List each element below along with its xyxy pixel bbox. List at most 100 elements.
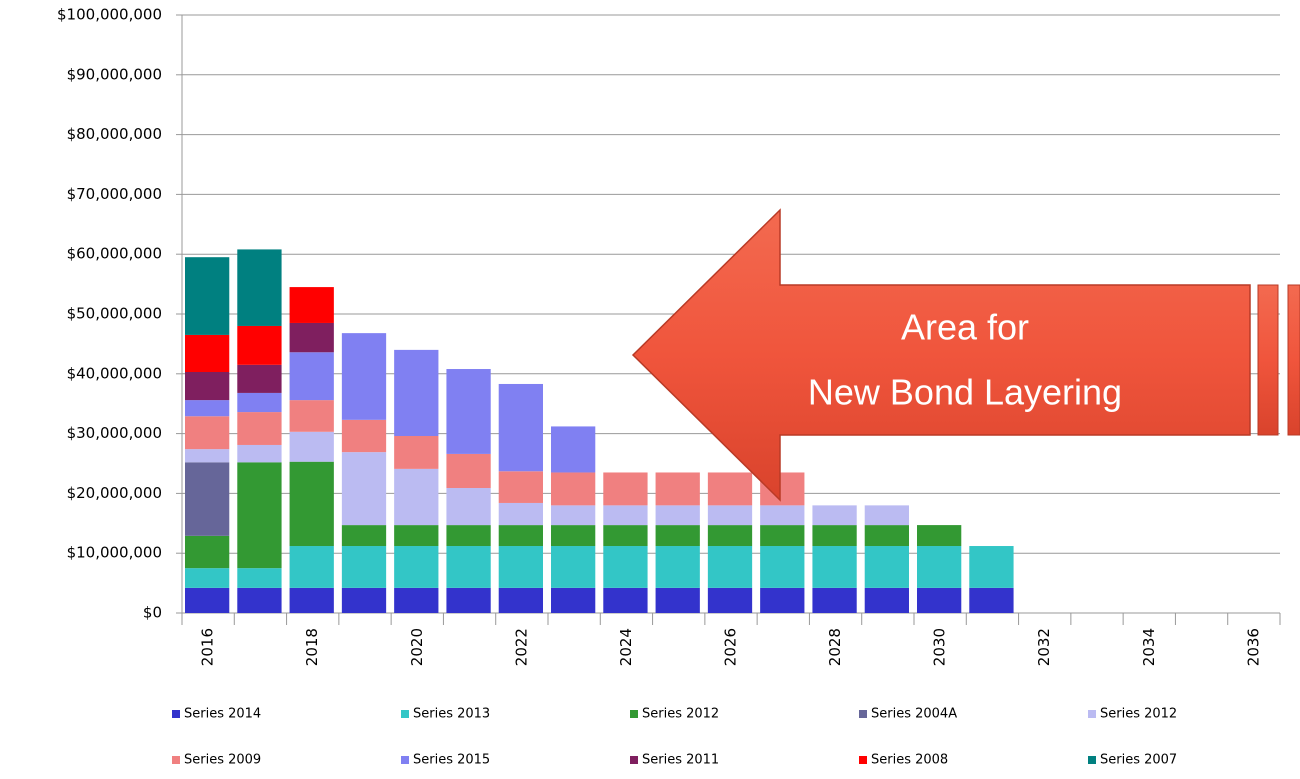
bar-segment	[341, 419, 387, 453]
annotation-text: Area for	[901, 307, 1029, 348]
y-tick-label: $40,000,000	[67, 364, 162, 382]
legend-label: Series 2012	[1100, 707, 1177, 722]
bar-segment	[185, 372, 230, 401]
legend-swatch	[172, 710, 180, 718]
bar-segment	[498, 546, 543, 588]
bar-segment	[760, 546, 805, 588]
bar-segment	[289, 546, 334, 588]
bar-segment	[551, 587, 596, 613]
bar-segment	[185, 568, 230, 588]
bar-segment	[341, 587, 387, 613]
y-tick-label: $30,000,000	[67, 424, 162, 442]
legend-swatch	[1088, 710, 1096, 718]
bar-segment	[655, 525, 700, 547]
bar-segment	[551, 426, 596, 473]
bar-segment	[341, 452, 387, 526]
x-tick-label: 2018	[303, 628, 321, 666]
bar-segment	[655, 472, 700, 506]
x-tick-label: 2028	[826, 628, 844, 666]
y-tick-label: $70,000,000	[67, 185, 162, 203]
legend-label: Series 2008	[871, 753, 948, 768]
bar-segment	[655, 546, 700, 588]
x-tick-label: 2024	[617, 628, 635, 666]
legend-label: Series 2015	[413, 753, 490, 768]
x-tick-label: 2020	[408, 628, 426, 666]
bar-segment	[917, 587, 962, 613]
bar-segment	[394, 587, 439, 613]
bar-segment	[185, 400, 230, 417]
x-tick-label: 2016	[199, 628, 217, 666]
bar-segment	[394, 468, 439, 526]
bar-segment	[341, 333, 387, 420]
legend-swatch	[1088, 756, 1096, 764]
bar-segment	[603, 472, 648, 506]
bar-segment	[341, 525, 387, 547]
x-tick-label: 2030	[931, 628, 949, 666]
y-tick-label: $60,000,000	[67, 245, 162, 263]
bar-segment	[498, 587, 543, 613]
legend-label: Series 2014	[184, 707, 261, 722]
legend-swatch	[630, 756, 638, 764]
arrow-stripe	[1257, 284, 1279, 436]
x-tick-label: 2026	[722, 628, 740, 666]
bar-segment	[603, 546, 648, 588]
bar-segment	[394, 546, 439, 588]
bar-segment	[289, 322, 334, 353]
bar-segment	[289, 587, 334, 613]
bar-segment	[446, 525, 491, 547]
bar-segment	[446, 488, 491, 526]
y-tick-label: $100,000,000	[57, 6, 162, 24]
legend-label: Series 2004A	[871, 707, 957, 722]
bar-segment	[917, 546, 962, 588]
bar-segment	[498, 383, 543, 472]
legend-swatch	[401, 756, 409, 764]
bar-segment	[237, 412, 282, 445]
bar-segment	[707, 505, 753, 526]
bar-segment	[289, 287, 334, 323]
bar-segment	[394, 349, 439, 436]
bar-segment	[812, 587, 857, 613]
y-tick-label: $50,000,000	[67, 305, 162, 323]
bar-segment	[185, 449, 230, 463]
x-tick-label: 2036	[1244, 628, 1262, 666]
bar-segment	[864, 587, 909, 613]
legend-swatch	[172, 756, 180, 764]
bar-segment	[917, 525, 962, 547]
bar-segment	[237, 587, 282, 613]
legend-swatch	[859, 756, 867, 764]
bar-segment	[707, 472, 753, 506]
bar-segment	[237, 249, 282, 326]
bar-segment	[185, 334, 230, 373]
annotation-text: New Bond Layering	[808, 372, 1122, 413]
legend-swatch	[859, 710, 867, 718]
bar-segment	[237, 462, 282, 569]
bar-segment	[812, 546, 857, 588]
arrow-stripe	[1287, 284, 1300, 436]
bar-segment	[394, 435, 439, 469]
bar-segment	[185, 416, 230, 450]
y-tick-label: $80,000,000	[67, 125, 162, 143]
bar-segment	[707, 546, 753, 588]
bar-segment	[864, 505, 909, 526]
bar-segment	[655, 587, 700, 613]
legend-swatch	[401, 710, 409, 718]
bar-segment	[446, 546, 491, 588]
bar-segment	[969, 587, 1014, 613]
bar-segment	[864, 525, 909, 547]
bar-segment	[551, 505, 596, 526]
bar-segment	[185, 535, 230, 569]
bar-segment	[812, 505, 857, 526]
y-tick-label: $10,000,000	[67, 544, 162, 562]
bar-segment	[760, 587, 805, 613]
bar-segment	[446, 587, 491, 613]
legend-label: Series 2009	[184, 753, 261, 768]
bar-segment	[289, 400, 334, 432]
bar-segment	[551, 525, 596, 547]
bar-segment	[289, 461, 334, 547]
legend-label: Series 2007	[1100, 753, 1177, 768]
bar-segment	[498, 502, 543, 526]
bar-segment	[864, 546, 909, 588]
bar-segment	[551, 546, 596, 588]
bar-segment	[760, 505, 805, 526]
y-tick-label: $20,000,000	[67, 484, 162, 502]
